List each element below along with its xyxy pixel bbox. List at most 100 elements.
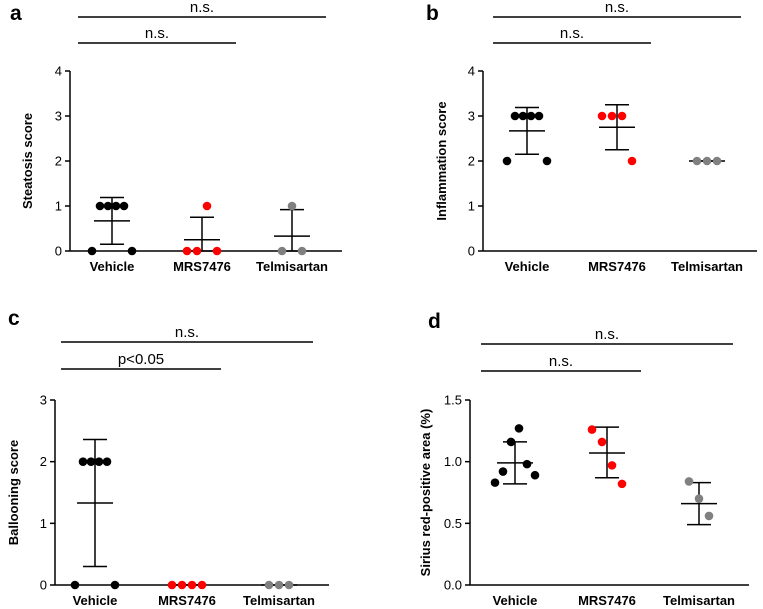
data-point [87, 246, 97, 256]
data-point [518, 111, 528, 121]
data-point [187, 580, 197, 590]
x-category-label: MRS7476 [158, 593, 216, 608]
y-tick-label: 2 [468, 154, 475, 169]
y-tick-label: 0.0 [444, 578, 462, 593]
x-category-label: MRS7476 [578, 593, 636, 608]
x-category-label: Vehicle [505, 259, 550, 274]
data-point [627, 156, 637, 166]
data-point [167, 580, 177, 590]
data-point [78, 457, 88, 466]
data-point [704, 511, 714, 521]
y-axis-label: Sirius red-positive area (%) [418, 409, 433, 577]
significance-label: n.s. [605, 0, 629, 16]
data-point [182, 246, 192, 256]
y-tick-label: 1 [468, 199, 475, 214]
significance-label: n.s. [190, 0, 214, 16]
data-point [277, 246, 287, 256]
data-point [94, 457, 104, 466]
data-point [192, 246, 202, 256]
data-point [530, 470, 540, 480]
x-category-label: Telmisartan [671, 259, 743, 274]
data-point [70, 580, 80, 590]
data-point [694, 494, 704, 503]
x-category-label: Vehicle [493, 593, 538, 608]
data-point [692, 156, 702, 166]
significance-label: p<0.05 [118, 351, 164, 368]
panel-a: a 0 1 2 3 4 Steatosis score Vehicle MRS7476 Telmi… [10, 0, 342, 274]
data-point [684, 477, 694, 486]
data-point [264, 580, 274, 590]
x-category-label: MRS7476 [173, 259, 231, 274]
data-point [597, 111, 607, 121]
data-point [102, 457, 112, 466]
y-tick-label: 1.5 [444, 393, 462, 408]
data-point [510, 111, 520, 121]
y-tick-label: 3 [40, 393, 47, 408]
data-point [119, 201, 129, 211]
data-point [506, 437, 516, 447]
x-category-label: Vehicle [90, 259, 135, 274]
y-tick-label: 1.0 [444, 454, 462, 469]
data-point [712, 156, 722, 166]
y-axis-label: Steatosis score [20, 113, 35, 209]
panel-letter: c [8, 307, 20, 330]
y-tick-label: 4 [468, 64, 475, 79]
data-point [297, 246, 307, 256]
y-tick-label: 0 [55, 244, 62, 259]
x-category-label: Telmisartan [256, 259, 328, 274]
data-point [95, 201, 105, 211]
data-point [86, 457, 96, 466]
data-point [274, 580, 284, 590]
x-category-label: Telmisartan [663, 593, 735, 608]
data-point [526, 111, 536, 121]
x-category-label: MRS7476 [588, 259, 646, 274]
y-axis-label: Inflammation score [434, 101, 449, 220]
data-point [514, 424, 524, 433]
data-point [127, 246, 137, 256]
panel-b: b 0 1 2 3 4 Inflammation score Vehicle MRS7476 Te… [426, 0, 757, 274]
significance-label: n.s. [549, 353, 573, 370]
data-point [617, 479, 627, 489]
panel-letter: d [428, 310, 441, 333]
data-point [502, 156, 512, 166]
x-category-label: Vehicle [73, 593, 118, 608]
y-tick-label: 0 [468, 244, 475, 259]
data-point [587, 425, 597, 434]
data-point [534, 111, 544, 121]
data-point [522, 459, 532, 469]
y-tick-label: 3 [55, 109, 62, 124]
significance-label: n.s. [145, 25, 169, 42]
data-point [617, 111, 627, 121]
panel-d: d 0.0 0.5 1.0 1.5 Sirius red-positive area (%… [418, 310, 749, 608]
data-point [287, 201, 297, 211]
data-point [607, 111, 617, 121]
y-tick-label: 0.5 [444, 516, 462, 531]
data-point [490, 478, 500, 487]
y-tick-label: 3 [468, 109, 475, 124]
data-point [197, 580, 207, 590]
data-point [542, 156, 552, 166]
significance-label: n.s. [175, 324, 199, 341]
panel-letter: a [10, 2, 22, 25]
data-point [111, 201, 121, 211]
significance-label: n.s. [595, 326, 619, 343]
data-point [202, 201, 212, 211]
data-point [212, 246, 222, 256]
y-tick-label: 2 [55, 154, 62, 169]
y-tick-label: 1 [55, 199, 62, 214]
data-point [103, 201, 113, 211]
data-point [284, 580, 294, 590]
y-tick-label: 2 [40, 454, 47, 469]
y-tick-label: 0 [40, 578, 47, 593]
data-point [498, 467, 508, 476]
panel-c: c 0 1 2 3 Ballooning score Vehicle MRS7476 Telmi… [6, 307, 329, 608]
significance-label: n.s. [560, 25, 584, 42]
y-tick-label: 1 [40, 516, 47, 531]
y-tick-label: 4 [55, 64, 62, 79]
x-category-label: Telmisartan [243, 593, 315, 608]
y-axis-label: Ballooning score [6, 440, 21, 545]
data-point [110, 580, 120, 590]
panel-letter: b [426, 2, 439, 25]
data-point [177, 580, 187, 590]
